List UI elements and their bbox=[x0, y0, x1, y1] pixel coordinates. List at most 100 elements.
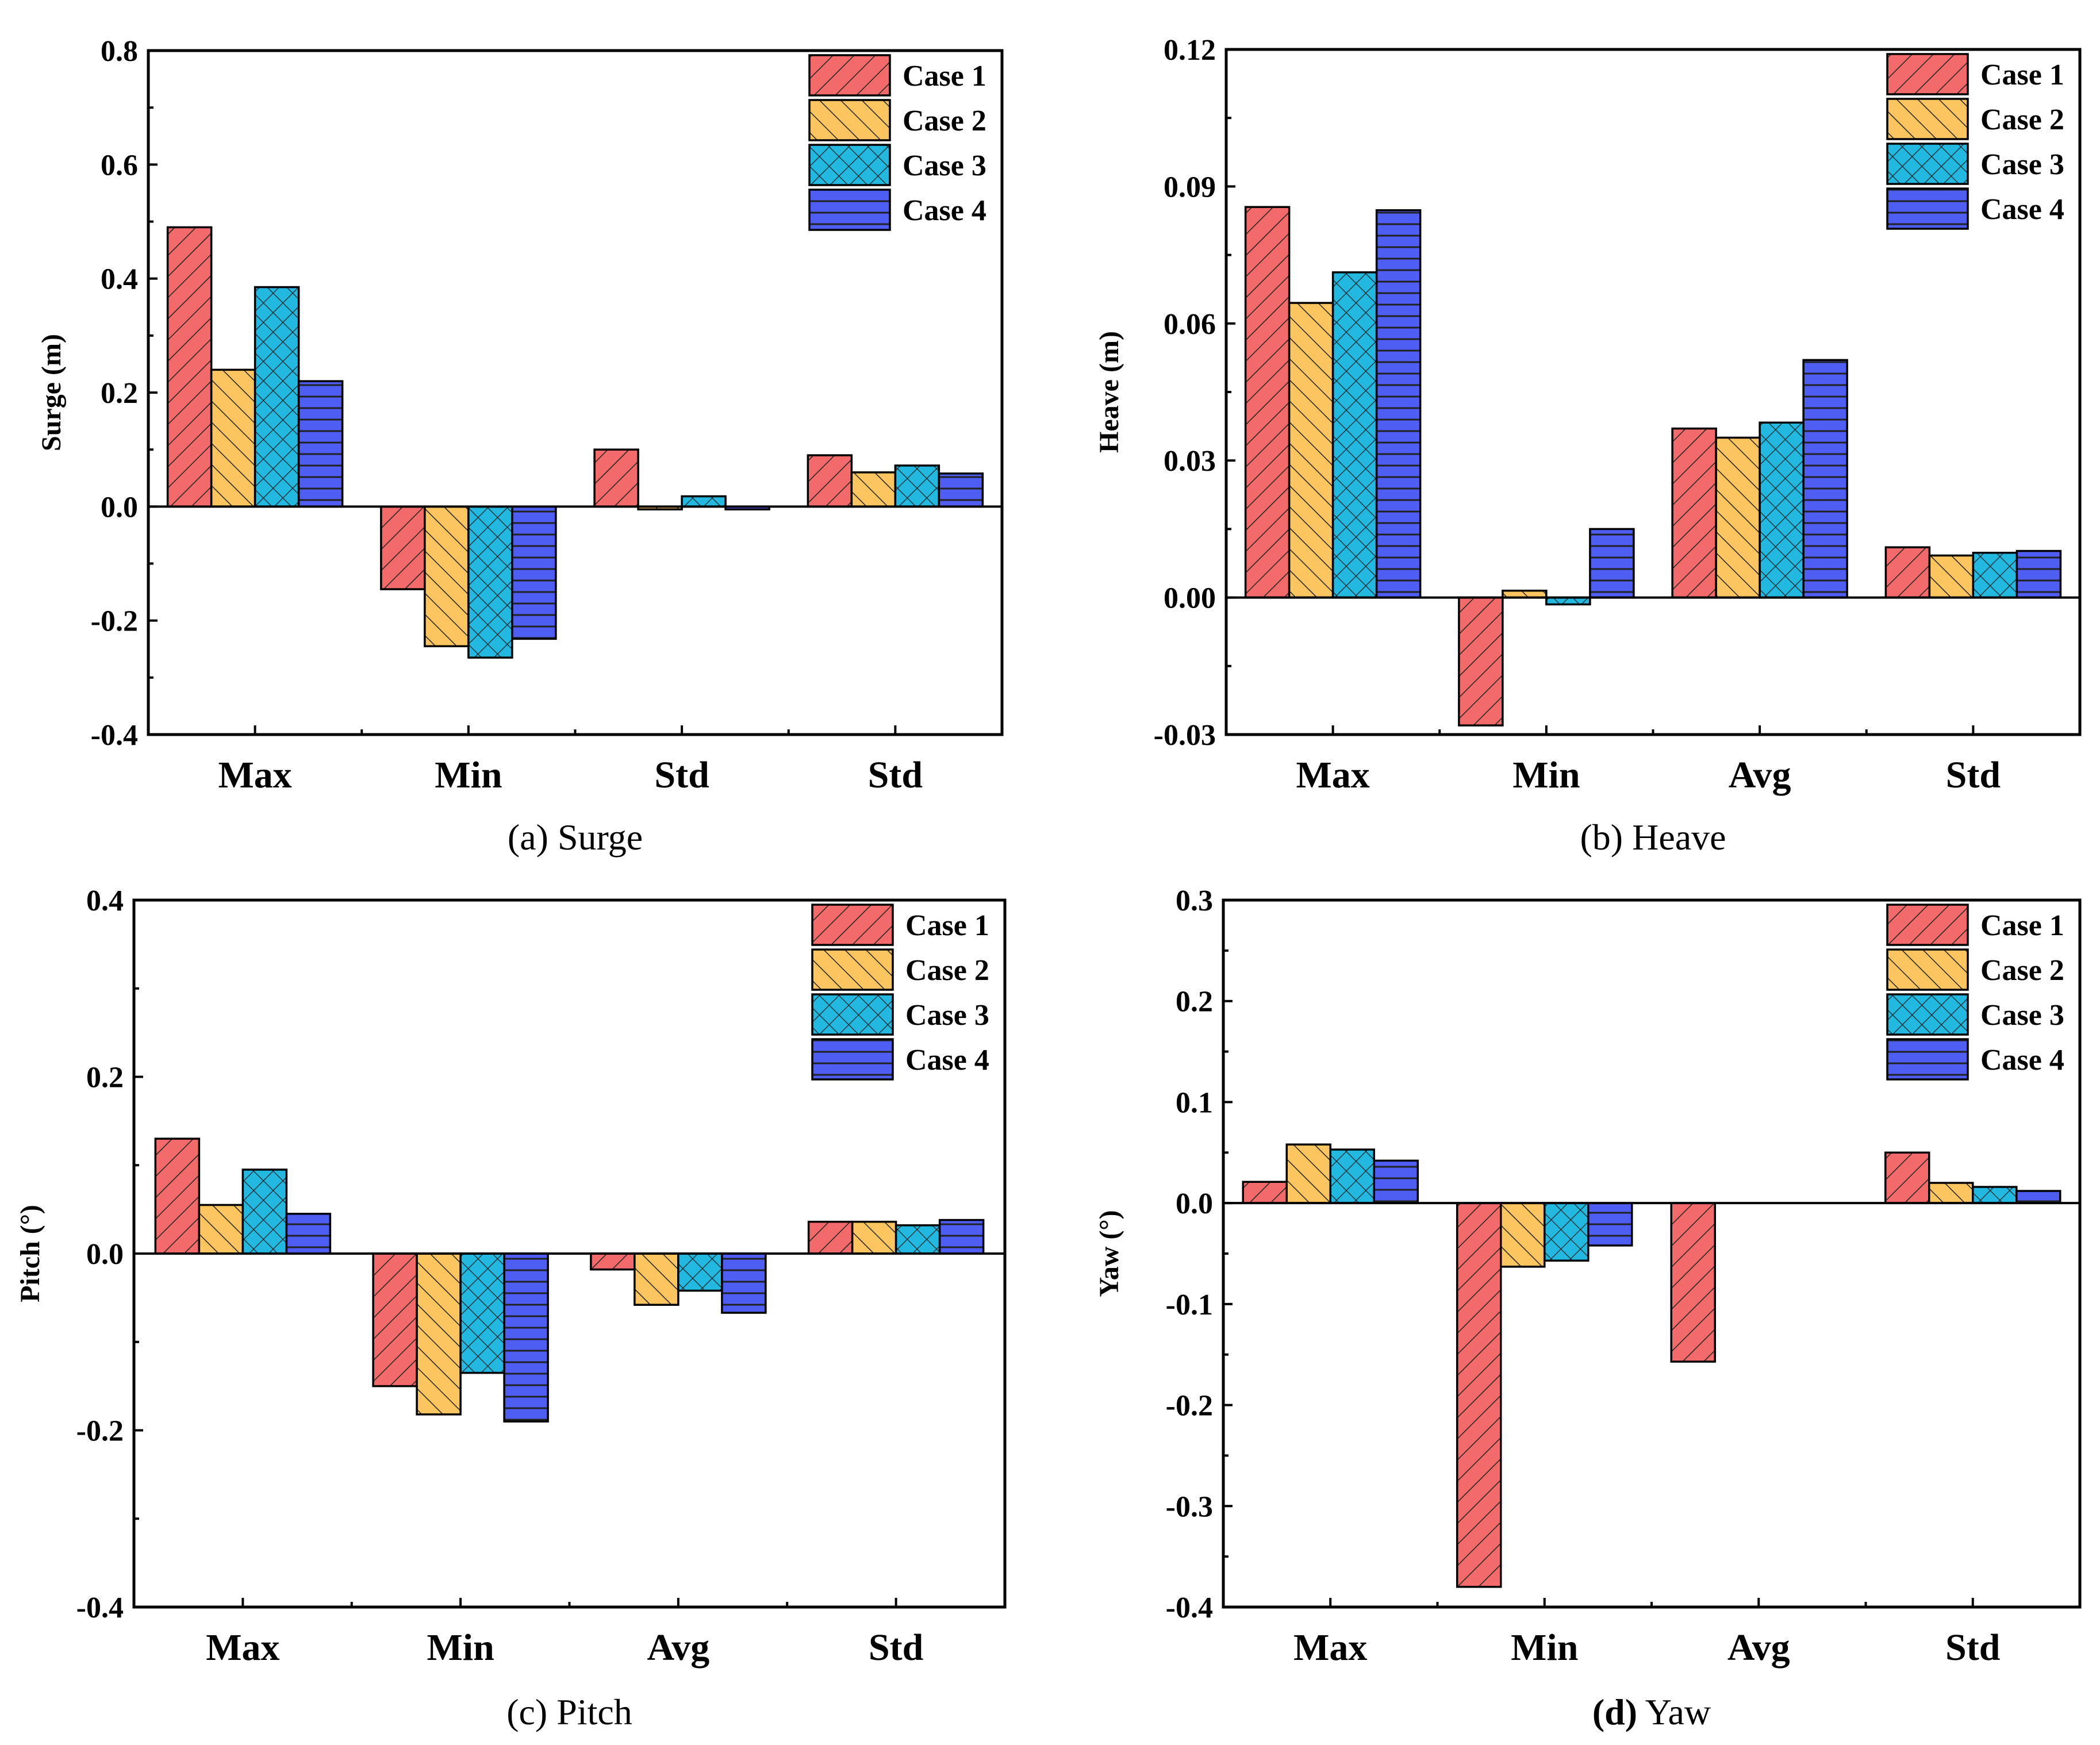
y-tick-label: 0.3 bbox=[1176, 885, 1213, 917]
bar-min-case-2-pattern bbox=[416, 1252, 462, 1416]
chart-panel-3: -0.4 -0.2 0.0 0.2 0.4 Max Min Avg Std Pitch (°) Ca… bbox=[15, 885, 1007, 1732]
y-tick-label: 0.09 bbox=[1164, 171, 1216, 203]
bar-min-case-3-pattern bbox=[1544, 1202, 1590, 1262]
bar-max-case-1-pattern bbox=[1242, 1181, 1288, 1204]
chart-panel-4: -0.4 -0.3 -0.2 -0.1 0.0 0.1 0.2 0.3 Max Min Avg Std… bbox=[1094, 885, 2082, 1732]
y-tick-label: 0.2 bbox=[86, 1062, 124, 1094]
bar-avg-case-4-pattern bbox=[1802, 359, 1848, 599]
bar-std-case-3-pattern bbox=[894, 464, 940, 508]
bar-std-case-4-pattern bbox=[2015, 1190, 2061, 1204]
legend-swatch-pattern bbox=[1886, 53, 1969, 95]
caption-prefix: (c) bbox=[506, 1692, 547, 1732]
legend-label-case-2: Case 2 bbox=[905, 954, 989, 987]
bar-max-case-3-pattern bbox=[1331, 271, 1378, 599]
bar-std-case-1-pattern bbox=[1884, 1151, 1930, 1204]
bar-max-case-3-pattern bbox=[1329, 1148, 1375, 1204]
bar-min-case-1-pattern bbox=[1458, 596, 1504, 727]
bar-std-case-3-pattern bbox=[894, 1224, 941, 1255]
caption-prefix: (d) bbox=[1592, 1692, 1637, 1732]
bar-max-case-3-pattern bbox=[254, 286, 300, 508]
category-label: Min bbox=[435, 754, 502, 796]
legend-swatch-pattern bbox=[808, 144, 891, 186]
bar-std-case-4-pattern bbox=[2015, 549, 2062, 599]
legend-label-case-4: Case 4 bbox=[1980, 1044, 2064, 1077]
y-tick-label: 0.06 bbox=[1164, 308, 1216, 341]
legend-label-case-3: Case 3 bbox=[1980, 148, 2064, 181]
bar-std-case-2-pattern bbox=[1928, 1182, 1974, 1204]
bar-std-case-1-pattern bbox=[1884, 546, 1931, 599]
category-label: Min bbox=[427, 1627, 494, 1669]
category-label: Avg bbox=[1729, 754, 1791, 796]
y-tick-label: -0.4 bbox=[1166, 1592, 1213, 1624]
bar-min-case-3-pattern bbox=[467, 505, 513, 659]
legend-label-case-2: Case 2 bbox=[903, 105, 986, 137]
y-axis-label: Yaw (°) bbox=[1094, 1210, 1124, 1297]
legend-swatch-pattern bbox=[811, 904, 894, 946]
legend-label-case-4: Case 4 bbox=[905, 1044, 989, 1077]
caption-prefix: (b) bbox=[1580, 817, 1623, 858]
legend-swatch-pattern bbox=[808, 99, 891, 141]
y-tick-label: 0.4 bbox=[101, 263, 138, 296]
y-tick-label: 0.2 bbox=[1176, 986, 1213, 1018]
bar-std-case-2-pattern bbox=[850, 471, 897, 508]
bar-min-case-2-pattern bbox=[1500, 1202, 1546, 1268]
y-tick-label: -0.4 bbox=[76, 1592, 124, 1624]
bar-max-case-1-pattern bbox=[166, 226, 213, 508]
category-label: Std bbox=[654, 754, 709, 796]
bar-std-case-1-pattern bbox=[593, 448, 639, 508]
legend: Case 1 Case 2 Case 3 Case 4 bbox=[811, 904, 989, 1081]
y-tick-label: 0.0 bbox=[86, 1238, 124, 1271]
y-tick-label: -0.3 bbox=[1166, 1490, 1213, 1523]
y-tick-label: -0.4 bbox=[91, 719, 138, 752]
category-label: Std bbox=[1945, 1627, 2000, 1669]
bar-min-case-3-pattern bbox=[459, 1252, 505, 1374]
y-tick-label: 0.00 bbox=[1164, 582, 1216, 615]
legend: Case 1 Case 2 Case 3 Case 4 bbox=[1886, 904, 2064, 1081]
panel-caption: (c) Pitch bbox=[506, 1692, 632, 1732]
category-label: Avg bbox=[1727, 1627, 1790, 1669]
y-tick-label: 0.0 bbox=[101, 491, 138, 524]
legend-swatch-pattern bbox=[1886, 904, 1969, 946]
bar-min-case-1-pattern bbox=[372, 1252, 418, 1387]
caption-text: Yaw bbox=[1637, 1692, 1711, 1732]
y-axis-label: Pitch (°) bbox=[15, 1205, 45, 1302]
y-tick-label: 0.03 bbox=[1164, 445, 1216, 478]
legend-label-case-3: Case 3 bbox=[1980, 999, 2064, 1032]
y-tick-label: 0.12 bbox=[1164, 34, 1216, 67]
legend-label-case-1: Case 1 bbox=[1980, 909, 2064, 942]
legend-swatch-pattern bbox=[811, 948, 894, 991]
category-label: Max bbox=[1293, 1627, 1367, 1669]
panel-caption: (d) Yaw bbox=[1592, 1692, 1711, 1732]
category-label: Std bbox=[868, 754, 923, 796]
bar-max-case-2-pattern bbox=[1288, 302, 1334, 599]
legend-label-case-2: Case 2 bbox=[1980, 103, 2064, 136]
legend-label-case-4: Case 4 bbox=[903, 194, 986, 227]
y-tick-label: -0.2 bbox=[1166, 1390, 1213, 1423]
legend-swatch-pattern bbox=[1886, 143, 1969, 185]
bar-std-case-3-pattern bbox=[1972, 1186, 2018, 1204]
y-axis-label: Heave (m) bbox=[1094, 331, 1124, 453]
bar-std-case-1-pattern bbox=[807, 1220, 854, 1255]
bar-std-case-2-pattern bbox=[1928, 554, 1975, 599]
y-axis-label: Surge (m) bbox=[36, 334, 67, 451]
bar-avg-case-1-pattern bbox=[590, 1252, 636, 1271]
legend-swatch-pattern bbox=[1886, 993, 1969, 1036]
y-tick-label: -0.2 bbox=[76, 1415, 124, 1448]
legend: Case 1 Case 2 Case 3 Case 4 bbox=[808, 54, 986, 231]
bar-std-case-3-pattern bbox=[681, 495, 727, 508]
bar-max-case-4-pattern bbox=[297, 380, 344, 508]
chart-panel-2: -0.03 0.00 0.03 0.06 0.09 0.12 Max Min Avg Std Hea… bbox=[1094, 34, 2082, 858]
bar-max-case-1-pattern bbox=[154, 1137, 201, 1255]
category-label: Avg bbox=[647, 1627, 709, 1669]
legend-swatch-pattern bbox=[811, 993, 894, 1036]
category-label: Std bbox=[869, 1627, 923, 1669]
y-tick-label: 0.0 bbox=[1176, 1187, 1213, 1220]
bar-avg-case-1-pattern bbox=[1671, 427, 1717, 599]
caption-text: Surge bbox=[548, 817, 643, 858]
bar-avg-case-2-pattern bbox=[1715, 436, 1761, 599]
legend-swatch-pattern bbox=[1886, 98, 1969, 140]
bar-max-case-3-pattern bbox=[241, 1169, 288, 1255]
bar-max-case-2-pattern bbox=[1285, 1143, 1331, 1204]
bar-max-case-2-pattern bbox=[210, 368, 256, 508]
